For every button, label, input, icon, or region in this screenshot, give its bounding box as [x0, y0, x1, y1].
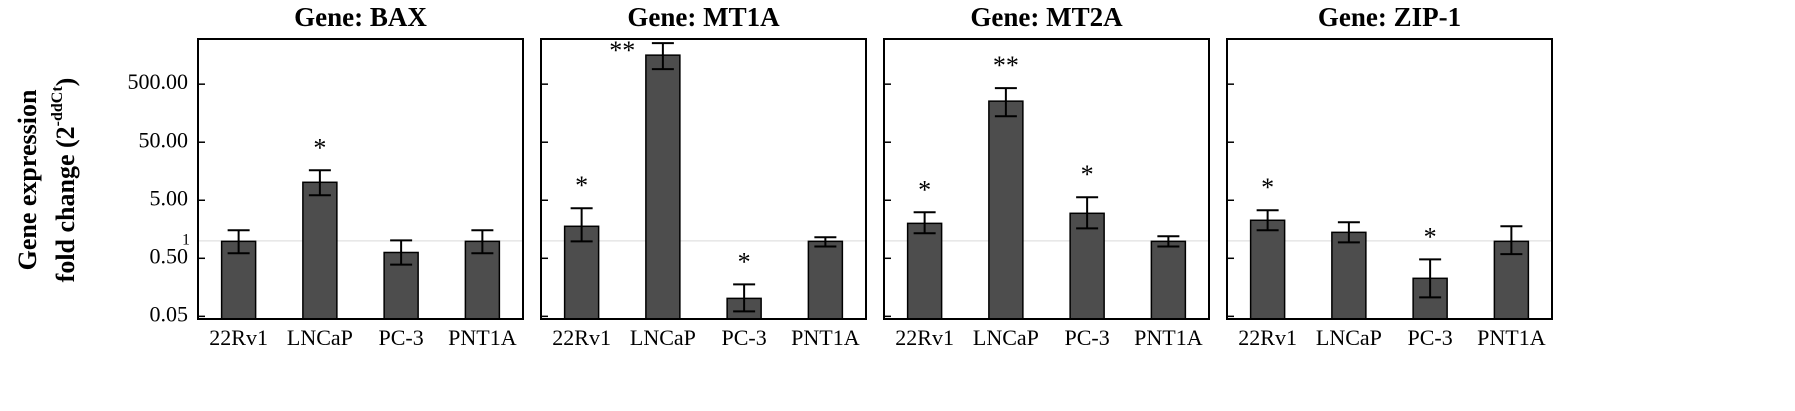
y-tick-label: 1	[182, 231, 190, 248]
bar	[302, 181, 338, 320]
significance-label: *	[313, 133, 326, 162]
x-tick-label: 22Rv1	[1238, 325, 1297, 350]
panel-title: Gene: MT1A	[627, 2, 780, 32]
significance-label: *	[1081, 160, 1094, 189]
x-tick-label: 22Rv1	[209, 325, 268, 350]
x-tick-label: PNT1A	[1477, 325, 1546, 350]
bar	[645, 54, 681, 320]
significance-label: **	[993, 51, 1019, 80]
x-tick-label: 22Rv1	[552, 325, 611, 350]
plot-frame	[197, 38, 524, 320]
y-axis-label-main: fold change (2	[51, 126, 80, 282]
x-tick-label: PNT1A	[791, 325, 860, 350]
x-tick-label: 22Rv1	[895, 325, 954, 350]
x-tick-label: LNCaP	[630, 325, 696, 350]
x-tick-label: PC-3	[1408, 325, 1453, 350]
plot-frame	[540, 38, 867, 320]
y-tick-label: 50.00	[139, 127, 189, 152]
x-tick-label: PC-3	[1065, 325, 1110, 350]
y-axis-label-superscript: -ddCt	[49, 86, 66, 127]
significance-label: *	[918, 175, 931, 204]
y-tick-label: 0.50	[150, 243, 189, 268]
y-tick-label: 0.05	[150, 301, 189, 326]
plot-frame	[883, 38, 1210, 320]
x-tick-label: PC-3	[722, 325, 767, 350]
y-axis-label: Gene expression	[13, 89, 42, 270]
y-axis-label-end: )	[51, 78, 80, 87]
significance-label: **	[609, 36, 635, 65]
x-tick-label: PNT1A	[448, 325, 517, 350]
x-tick-label: LNCaP	[973, 325, 1039, 350]
panel-title: Gene: BAX	[294, 2, 427, 32]
bar	[1069, 212, 1105, 320]
bar	[807, 240, 844, 320]
y-axis-label: fold change (2-ddCt)	[49, 78, 80, 283]
x-tick-label: PC-3	[379, 325, 424, 350]
significance-label: *	[575, 171, 588, 200]
x-tick-label: LNCaP	[287, 325, 353, 350]
panel-title: Gene: ZIP-1	[1318, 2, 1461, 32]
bar	[988, 100, 1024, 320]
x-tick-label: PNT1A	[1134, 325, 1203, 350]
plot-frame	[1226, 38, 1553, 320]
y-tick-label: 5.00	[150, 185, 189, 210]
significance-label: *	[1424, 222, 1437, 251]
y-tick-label: 500.00	[128, 69, 189, 94]
bar	[1150, 240, 1187, 320]
x-tick-label: LNCaP	[1316, 325, 1382, 350]
panel-title: Gene: MT2A	[970, 2, 1123, 32]
bar	[906, 222, 943, 320]
bar	[1331, 231, 1367, 320]
bar	[1249, 219, 1286, 320]
significance-label: *	[738, 247, 751, 276]
significance-label: *	[1261, 173, 1274, 202]
